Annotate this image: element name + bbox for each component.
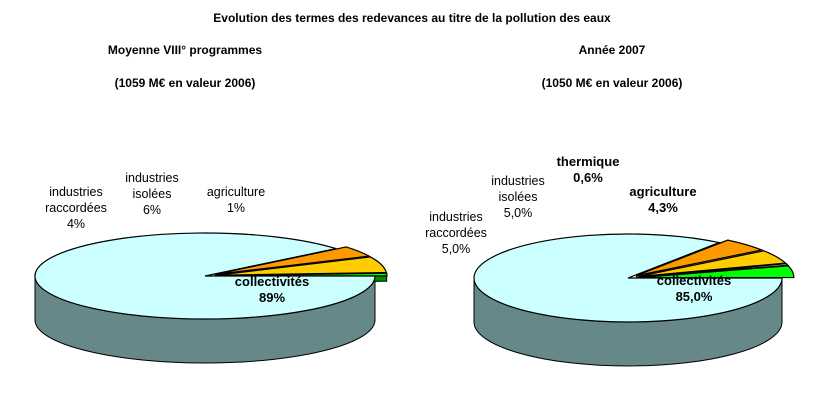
- pie1: collectivités 89% industries raccordées 4% in…: [34, 171, 388, 364]
- pie2-label-3: thermique 0,6%: [557, 154, 620, 185]
- main-title: Evolution des termes des redevances au t…: [213, 11, 611, 25]
- pie1-slice-0: [34, 232, 376, 320]
- pie2-subtitle: (1050 M€ en valeur 2006): [542, 76, 683, 90]
- pie1-title: Moyenne VIII° programmes: [108, 43, 262, 57]
- pie1-slice-2: [216, 256, 388, 276]
- pie1-label-2: industries isolées 6%: [125, 171, 179, 217]
- pie2-slice-4: [639, 265, 795, 279]
- pie2-label-1: industries raccordées 5,0%: [425, 210, 487, 256]
- pie2-slice-1: [636, 239, 764, 277]
- pie2-title: Année 2007: [579, 43, 646, 57]
- pie1-label-0: collectivités 89%: [235, 274, 309, 305]
- pie1-label-1: industries raccordées 4%: [45, 185, 107, 231]
- pie2-label-2: industries isolées 5,0%: [491, 174, 545, 220]
- pie2-label-0: collectivités 85,0%: [657, 273, 731, 304]
- pie2-slice-0: [473, 233, 783, 323]
- pie2-slice-2: [638, 250, 787, 278]
- pie2-label-4: agriculture 4,3%: [629, 184, 696, 215]
- pie2: collectivités 85,0% industries raccordées 5,…: [425, 154, 795, 367]
- pie1-subtitle: (1059 M€ en valeur 2006): [115, 76, 256, 90]
- pie1-slice-1: [215, 246, 371, 275]
- pie1-label-3: agriculture 1%: [207, 185, 265, 215]
- pie1-slice-3: [216, 272, 388, 277]
